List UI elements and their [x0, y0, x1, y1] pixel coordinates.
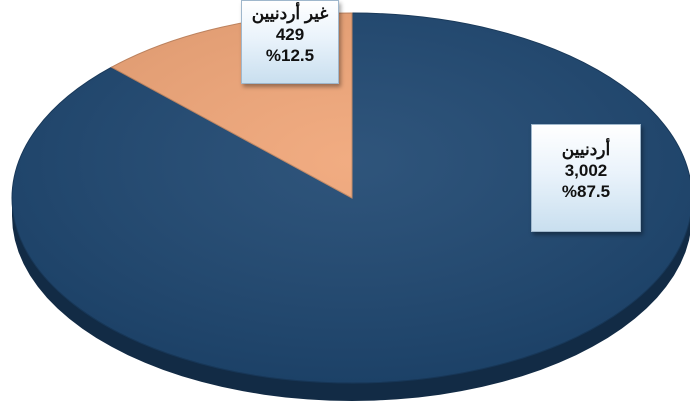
slice-value-jordanian: 3,002 — [564, 161, 608, 180]
slice-percent-non-jordanian: %12.5 — [265, 46, 315, 65]
slice-label-non-jordanian: غير أردنيين — [251, 4, 329, 23]
slice-value-non-jordanian: 429 — [275, 25, 305, 44]
data-label-jordanian: أردنيين 3,002 %87.5 — [531, 124, 641, 232]
slice-percent-jordanian: %87.5 — [561, 182, 611, 201]
data-label-non-jordanian: غير أردنيين 429 %12.5 — [241, 0, 339, 84]
slice-label-jordanian: أردنيين — [561, 140, 611, 159]
